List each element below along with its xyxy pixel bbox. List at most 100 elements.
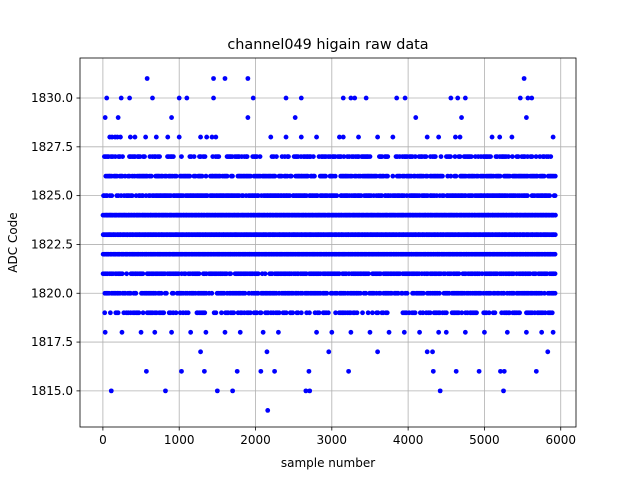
data-point (348, 329, 354, 335)
data-point (262, 271, 268, 277)
data-point (230, 388, 236, 394)
data-point (176, 134, 182, 140)
data-point (115, 310, 121, 316)
data-point (462, 329, 468, 335)
data-point (498, 368, 503, 374)
data-point (268, 134, 274, 140)
data-point (332, 173, 338, 179)
data-point (305, 173, 311, 179)
data-point (245, 115, 251, 120)
data-point (468, 154, 474, 159)
data-point (550, 329, 556, 335)
data-point (260, 329, 266, 335)
data-point (164, 290, 169, 296)
data-point (501, 388, 506, 394)
data-point (474, 310, 479, 316)
data-point (455, 95, 461, 101)
data-point (137, 154, 143, 159)
data-point (430, 349, 435, 355)
data-point (424, 349, 430, 355)
data-point (323, 173, 328, 179)
data-point (173, 310, 179, 316)
data-point (539, 329, 545, 335)
data-point (209, 134, 215, 140)
data-point (443, 329, 449, 335)
data-point (379, 193, 385, 199)
data-point (385, 173, 390, 179)
data-point (489, 134, 495, 140)
data-point (314, 329, 319, 335)
data-point (276, 310, 282, 316)
data-point (203, 329, 209, 335)
data-point (367, 154, 373, 159)
data-point (224, 173, 230, 179)
data-point (505, 154, 511, 159)
data-point (272, 173, 278, 179)
data-point (501, 290, 507, 296)
data-point (552, 271, 558, 277)
data-point (138, 329, 144, 335)
data-point (552, 232, 558, 238)
data-point (179, 154, 184, 159)
data-point (136, 310, 142, 316)
data-point (157, 154, 162, 159)
data-point (395, 290, 401, 296)
data-point (115, 115, 121, 120)
data-point (427, 310, 433, 316)
data-point (214, 388, 220, 394)
data-point (143, 134, 149, 140)
data-point (265, 408, 271, 413)
data-point (274, 154, 279, 159)
data-point (314, 134, 319, 140)
data-point (457, 154, 463, 159)
data-point (453, 368, 459, 374)
data-point (424, 134, 430, 140)
data-point (423, 154, 429, 159)
data-point (488, 154, 493, 159)
data-point (524, 329, 529, 335)
data-point (211, 76, 216, 81)
data-point (448, 173, 454, 179)
data-point (286, 154, 291, 159)
data-point (202, 154, 208, 159)
data-point (213, 310, 219, 316)
data-point (142, 154, 147, 159)
data-point (448, 95, 454, 101)
data-point (497, 134, 503, 140)
y-axis-label: ADC Code (6, 212, 20, 272)
data-point (509, 134, 515, 140)
data-point (303, 388, 309, 394)
data-point (129, 193, 135, 199)
data-point (102, 310, 108, 316)
data-point (112, 154, 118, 159)
x-tick-label: 1000 (164, 433, 195, 447)
data-point (333, 310, 338, 316)
data-point (394, 95, 400, 101)
data-point (453, 173, 459, 179)
data-point (354, 310, 360, 316)
data-point (118, 134, 123, 140)
data-point (507, 310, 512, 316)
y-tick-label: 1820.0 (31, 286, 73, 300)
data-point (501, 368, 507, 374)
data-point (231, 310, 237, 316)
data-point (140, 310, 146, 316)
data-point (204, 134, 210, 140)
data-point (258, 310, 264, 316)
data-point (482, 329, 487, 335)
data-point (245, 76, 251, 81)
data-point (158, 290, 164, 296)
data-point (124, 271, 130, 277)
data-point (161, 310, 167, 316)
data-point (548, 154, 554, 159)
x-tick-label: 6000 (545, 433, 576, 447)
data-point (509, 154, 515, 159)
data-point (247, 310, 253, 316)
data-point (363, 95, 369, 101)
data-point (366, 271, 371, 277)
data-point (375, 134, 380, 140)
data-point (257, 154, 263, 159)
data-point (187, 173, 193, 179)
x-tick-label: 3000 (317, 433, 348, 447)
